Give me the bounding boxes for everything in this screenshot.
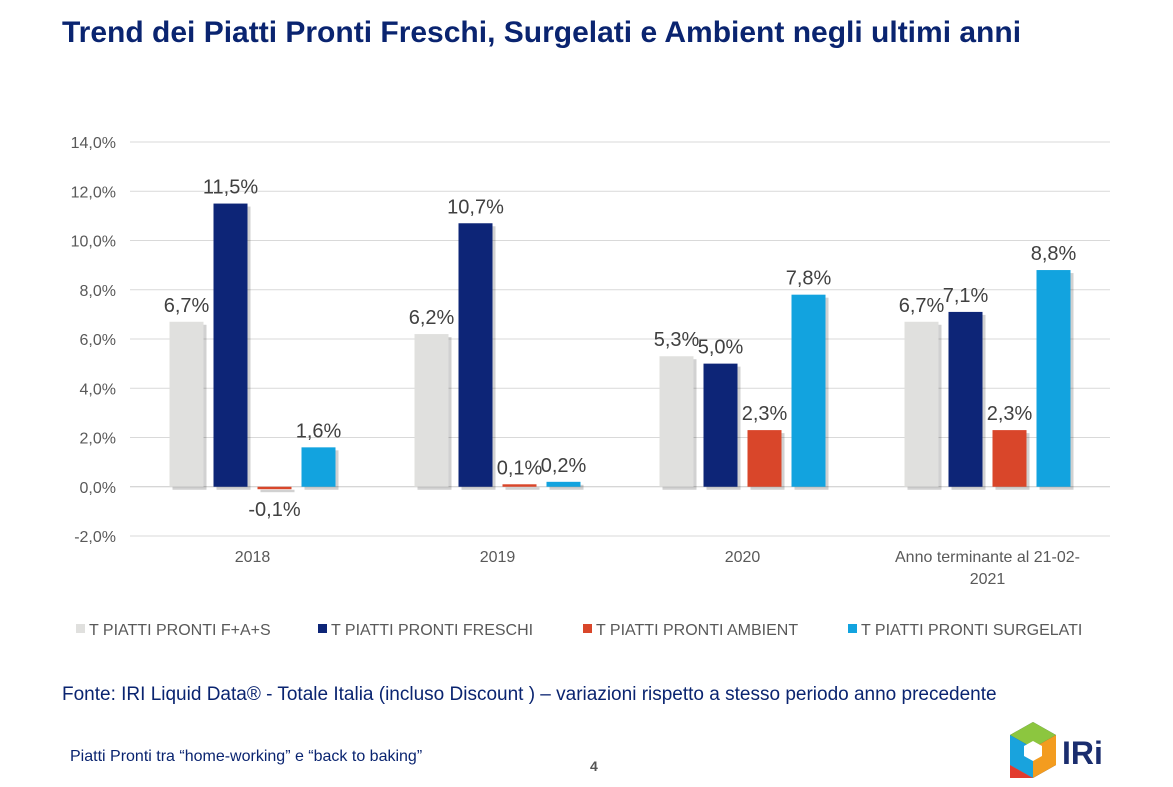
x-category-label: 2021 <box>970 571 1006 588</box>
gridlines <box>130 141 1110 537</box>
data-labels: 6,7% 11,5% -0,1% 1,6% 6,2% 10,7% 0,1%0,2% 5,3%5… <box>164 177 1077 522</box>
bar <box>546 481 581 487</box>
data-label: 5,0% <box>698 337 744 359</box>
data-label: 6,7% <box>899 295 945 317</box>
page-number: 4 <box>590 758 598 774</box>
bar <box>1036 270 1071 487</box>
bar <box>659 356 694 487</box>
y-axis: -2,0% 0,0% 2,0% 4,0% 6,0% 8,0% 10,0% 12,0% 14,0% <box>71 135 116 546</box>
data-label: 10,7% <box>447 196 504 218</box>
data-label: 0,2% <box>541 455 587 477</box>
y-tick-label: 2,0% <box>80 431 116 448</box>
legend-label: T PIATTI PRONTI F+A+S <box>89 622 271 639</box>
x-category-label: Anno terminante al 21-02- <box>895 549 1080 566</box>
data-label: 7,1% <box>943 285 989 307</box>
iri-cube-logo-icon <box>1010 722 1056 778</box>
bar <box>904 321 939 487</box>
data-label: 2,3% <box>742 403 788 425</box>
legend-swatch <box>76 624 85 633</box>
data-label: 6,2% <box>409 307 455 329</box>
footer-text: Piatti Pronti tra “home-working” e “back… <box>70 748 423 765</box>
x-category-label: 2018 <box>235 549 271 566</box>
data-label: 7,8% <box>786 268 832 290</box>
bars <box>169 203 1074 493</box>
bar <box>502 484 537 487</box>
bar <box>948 311 983 487</box>
data-label: 6,7% <box>164 295 210 317</box>
data-label: 0,1% <box>497 457 543 479</box>
bar <box>747 430 782 487</box>
data-label: 5,3% <box>654 329 700 351</box>
bar-chart: -2,0% 0,0% 2,0% 4,0% 6,0% 8,0% 10,0% 12,0% 14,0%… <box>71 135 1110 639</box>
bar-shadow <box>549 484 584 490</box>
bar <box>703 363 738 487</box>
legend-swatch <box>318 624 327 633</box>
y-tick-label: 10,0% <box>71 234 116 251</box>
y-tick-label: 8,0% <box>80 283 116 300</box>
y-tick-label: 4,0% <box>80 381 116 398</box>
bar <box>791 294 826 487</box>
y-tick-label: -2,0% <box>74 529 116 546</box>
bar <box>301 447 336 487</box>
bar <box>257 486 292 490</box>
legend-label: T PIATTI PRONTI FRESCHI <box>331 622 533 639</box>
y-tick-label: 14,0% <box>71 135 116 152</box>
legend-swatch <box>583 624 592 633</box>
iri-logo-text: IRi <box>1062 735 1103 771</box>
data-label: 2,3% <box>987 403 1033 425</box>
bar <box>458 223 493 487</box>
bar <box>213 203 248 487</box>
bar-shadow <box>260 489 295 493</box>
data-label: 11,5% <box>203 177 258 199</box>
y-tick-label: 6,0% <box>80 332 116 349</box>
bar-shadow <box>505 487 540 490</box>
bar <box>169 321 204 487</box>
x-category-label: 2019 <box>480 549 516 566</box>
legend-label: T PIATTI PRONTI SURGELATI <box>861 622 1082 639</box>
legend-swatch <box>848 624 857 633</box>
x-category-label: 2020 <box>725 549 761 566</box>
bar <box>992 430 1027 487</box>
y-tick-label: 0,0% <box>80 480 116 497</box>
legend-label: T PIATTI PRONTI AMBIENT <box>596 622 798 639</box>
bar <box>414 334 449 487</box>
x-axis: 2018 2019 2020 Anno terminante al 21-02- 202… <box>235 549 1080 588</box>
page-title: Trend dei Piatti Pronti Freschi, Surgela… <box>62 16 1022 49</box>
data-label: 8,8% <box>1031 243 1077 265</box>
data-label: -0,1% <box>248 499 300 521</box>
y-tick-label: 12,0% <box>71 184 116 201</box>
legend: T PIATTI PRONTI F+A+S T PIATTI PRONTI FRE… <box>76 622 1082 639</box>
data-label: 1,6% <box>296 420 342 442</box>
source-note: Fonte: IRI Liquid Data® - Totale Italia … <box>62 684 997 705</box>
iri-logo: IRi <box>1010 722 1103 778</box>
